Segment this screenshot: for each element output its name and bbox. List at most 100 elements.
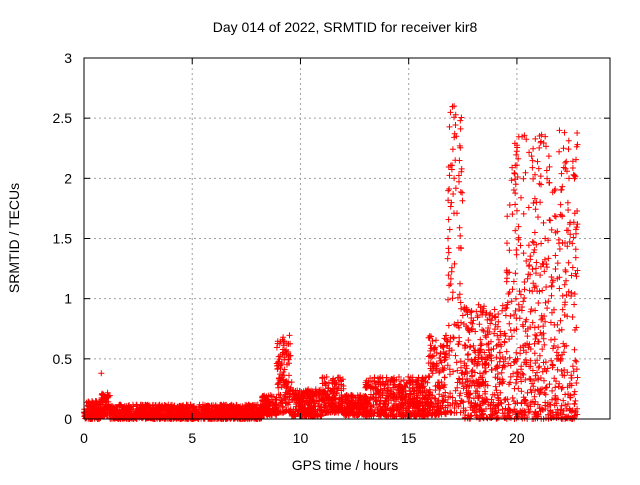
data-point xyxy=(572,357,579,364)
data-point xyxy=(565,207,572,213)
data-point xyxy=(532,331,539,338)
data-point xyxy=(103,398,110,405)
data-point xyxy=(512,380,519,386)
data-point xyxy=(341,393,348,399)
data-point xyxy=(144,410,151,417)
data-point xyxy=(166,409,173,416)
data-point xyxy=(231,408,238,415)
data-point xyxy=(529,157,536,164)
data-point xyxy=(533,332,540,339)
data-point xyxy=(530,145,537,152)
data-point xyxy=(566,175,572,182)
data-point xyxy=(533,259,540,266)
data-point xyxy=(556,246,563,252)
data-point xyxy=(449,146,456,153)
data-point xyxy=(425,373,432,379)
data-point xyxy=(465,337,472,344)
data-point xyxy=(110,404,117,411)
data-point xyxy=(531,229,538,236)
data-point xyxy=(274,407,280,414)
data-point xyxy=(150,407,157,414)
data-point xyxy=(560,145,567,152)
data-point xyxy=(332,390,339,397)
data-point xyxy=(562,159,569,166)
data-point xyxy=(559,292,566,299)
data-point xyxy=(192,406,198,413)
data-point xyxy=(551,213,558,219)
data-point xyxy=(473,308,480,315)
data-point xyxy=(529,238,536,245)
data-point xyxy=(155,408,161,415)
data-point xyxy=(277,392,284,398)
data-point xyxy=(316,400,323,407)
data-point xyxy=(114,408,121,415)
data-point xyxy=(302,399,309,406)
data-point xyxy=(338,377,344,384)
data-point xyxy=(107,403,113,410)
data-point xyxy=(573,156,579,163)
data-point xyxy=(544,264,550,271)
data-point xyxy=(447,203,454,210)
data-point xyxy=(98,406,105,413)
data-point xyxy=(538,138,545,145)
data-point xyxy=(507,313,514,319)
y-axis-title: SRMTID / TECUs xyxy=(6,183,22,293)
data-point xyxy=(510,278,517,285)
data-point xyxy=(457,299,464,306)
data-point xyxy=(522,169,529,176)
data-point xyxy=(92,411,99,418)
data-point xyxy=(183,401,190,408)
data-point xyxy=(240,406,247,413)
data-point xyxy=(531,393,538,400)
data-point xyxy=(512,201,519,208)
data-point xyxy=(504,240,510,247)
data-point xyxy=(298,404,305,411)
data-point xyxy=(312,388,319,395)
data-point xyxy=(447,371,453,378)
data-point xyxy=(343,396,350,403)
data-point xyxy=(557,201,564,208)
data-point xyxy=(506,202,513,208)
data-point xyxy=(144,402,150,408)
data-point xyxy=(452,157,459,164)
data-point xyxy=(497,349,503,356)
data-point xyxy=(281,338,288,345)
data-point xyxy=(465,351,472,357)
data-point xyxy=(535,165,542,172)
data-point xyxy=(559,183,566,190)
data-point xyxy=(535,324,542,330)
data-point xyxy=(548,226,555,233)
data-point xyxy=(543,284,550,290)
data-point xyxy=(225,411,232,418)
data-point xyxy=(519,370,526,377)
data-point xyxy=(452,185,459,192)
data-point xyxy=(571,346,578,353)
data-point xyxy=(398,378,404,385)
data-point xyxy=(458,370,465,377)
data-point xyxy=(158,402,165,409)
data-point xyxy=(572,246,579,253)
data-point xyxy=(287,352,294,359)
data-point xyxy=(565,259,572,266)
data-point xyxy=(548,282,555,289)
data-point xyxy=(508,333,515,340)
data-point xyxy=(329,387,335,394)
data-point xyxy=(504,275,510,282)
data-point xyxy=(565,146,572,153)
data-point xyxy=(491,306,498,313)
data-point xyxy=(437,350,444,357)
data-point xyxy=(281,372,287,379)
data-point xyxy=(349,404,356,411)
data-point xyxy=(546,163,553,170)
data-point xyxy=(276,402,283,409)
data-point xyxy=(511,170,518,176)
data-point xyxy=(350,393,357,400)
data-point xyxy=(506,320,513,327)
data-point xyxy=(291,411,298,418)
data-point xyxy=(277,371,283,378)
data-point xyxy=(572,397,579,404)
data-point xyxy=(286,332,293,339)
data-point xyxy=(538,240,545,247)
data-point xyxy=(535,300,542,306)
data-point xyxy=(357,405,364,412)
